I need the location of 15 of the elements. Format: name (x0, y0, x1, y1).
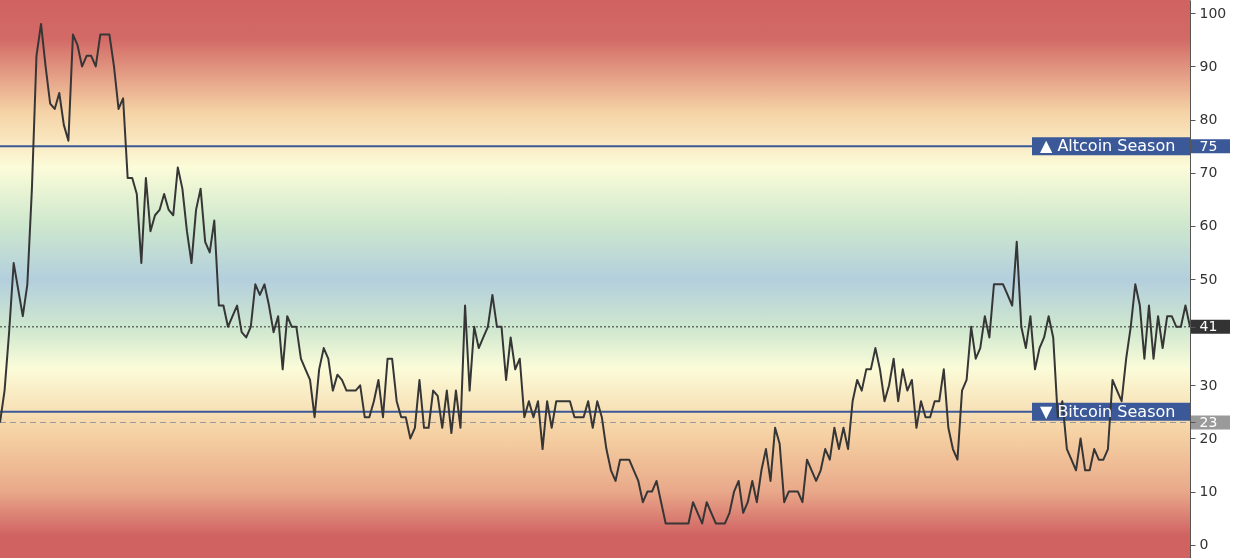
y-tick-label: 75 (1199, 137, 1218, 154)
y-tick-label: 50 (1199, 270, 1218, 287)
y-tick-label: 70 (1199, 164, 1218, 181)
y-tick-label: 100 (1199, 4, 1227, 21)
y-tick-label: 20 (1199, 429, 1218, 446)
ref-line-label: ▲ Altcoin Season (1040, 136, 1176, 156)
y-tick-label: 23 (1199, 413, 1218, 430)
y-tick-label: 10 (1199, 483, 1218, 500)
y-tick-label: 41 (1199, 318, 1218, 335)
y-tick-label: 60 (1199, 217, 1218, 234)
y-tick-label: 30 (1199, 376, 1218, 393)
y-tick-label: 80 (1199, 111, 1218, 128)
y-tick-label: 0 (1199, 536, 1209, 553)
ref-line-label: ▼ Bitcoin Season (1040, 401, 1176, 421)
y-tick-label: 90 (1199, 57, 1218, 74)
